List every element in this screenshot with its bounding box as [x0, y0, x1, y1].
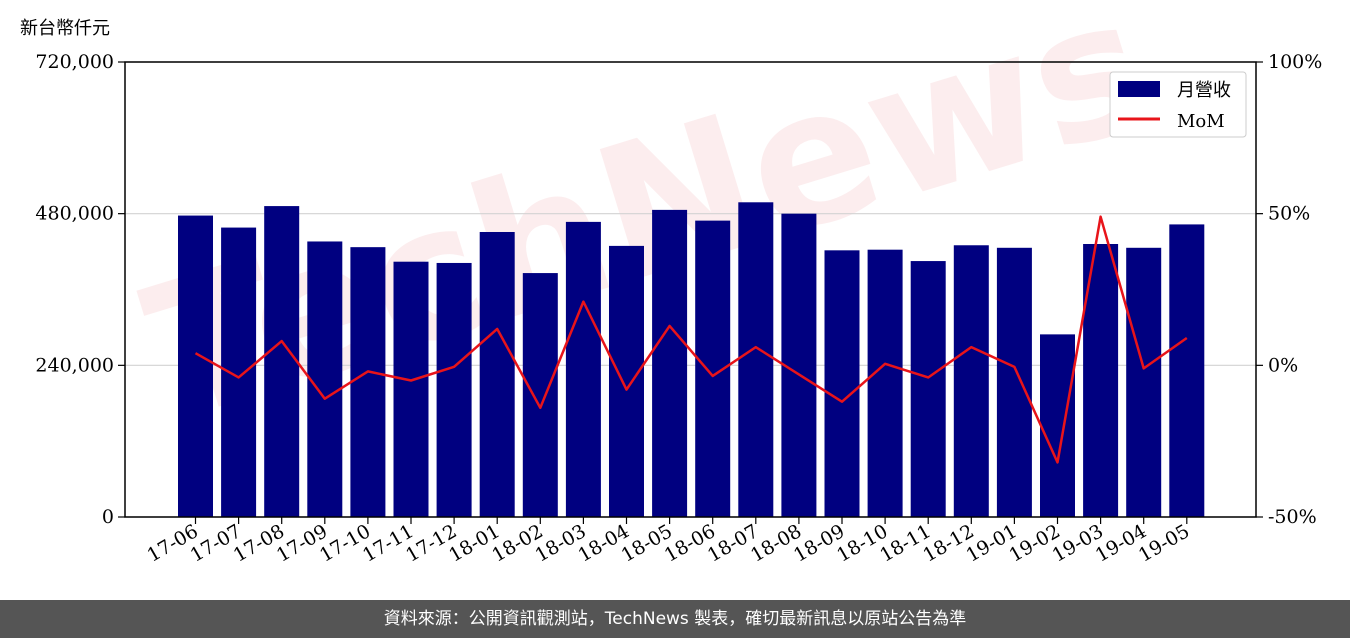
- y-left-tick-label: 0: [102, 506, 114, 528]
- bar-19-04: [1126, 247, 1162, 517]
- chart-canvas: TechNews 0240,000480,000720,000-50%0%50%…: [35, 0, 1322, 567]
- bar-18-05: [652, 209, 688, 517]
- bar-17-07: [221, 227, 257, 517]
- y-left-tick-label: 240,000: [35, 354, 114, 376]
- mom-line-series: [194, 215, 1188, 464]
- bar-18-12: [953, 245, 989, 517]
- legend-label-revenue: 月營收: [1177, 80, 1231, 101]
- bar-19-01: [996, 247, 1032, 517]
- bar-18-07: [738, 202, 774, 517]
- bar-18-10: [867, 249, 903, 517]
- legend-label-mom: MoM: [1177, 111, 1225, 132]
- bar-17-12: [436, 262, 472, 517]
- y-left-tick-label: 480,000: [35, 203, 114, 225]
- bar-17-09: [307, 241, 343, 517]
- bar-18-01: [479, 231, 515, 518]
- y-axis-unit-label: 新台幣仟元: [20, 18, 110, 39]
- source-footer: 資料來源：公開資訊觀測站，TechNews 製表，確切最新訊息以原站公告為準: [0, 600, 1350, 638]
- bar-19-02: [1040, 334, 1075, 517]
- bar-17-08: [264, 206, 300, 518]
- plot-frame: [124, 61, 1257, 518]
- bar-17-10: [350, 247, 386, 517]
- y-right-tick-label: 50%: [1268, 203, 1310, 225]
- y-left-tick-label: 720,000: [35, 51, 114, 73]
- bar-18-11: [910, 261, 946, 517]
- x-tick-label: 19-05: [1135, 520, 1193, 566]
- bar-18-08: [781, 213, 817, 517]
- bar-19-05: [1169, 224, 1205, 517]
- y-right-tick-label: 0%: [1268, 354, 1298, 376]
- bar-series: [178, 202, 1205, 518]
- legend: 月營收 MoM: [1109, 71, 1247, 138]
- bar-18-02: [522, 273, 558, 517]
- bar-18-09: [824, 250, 860, 517]
- bar-17-11: [393, 261, 429, 517]
- mom-line: [194, 215, 1188, 464]
- legend-bar-swatch: [1118, 81, 1160, 97]
- bar-17-06: [178, 215, 213, 517]
- y-right-tick-label: -50%: [1268, 506, 1317, 528]
- y-right-tick-label: 100%: [1268, 51, 1322, 73]
- bar-18-04: [609, 245, 644, 518]
- bar-18-03: [565, 221, 601, 517]
